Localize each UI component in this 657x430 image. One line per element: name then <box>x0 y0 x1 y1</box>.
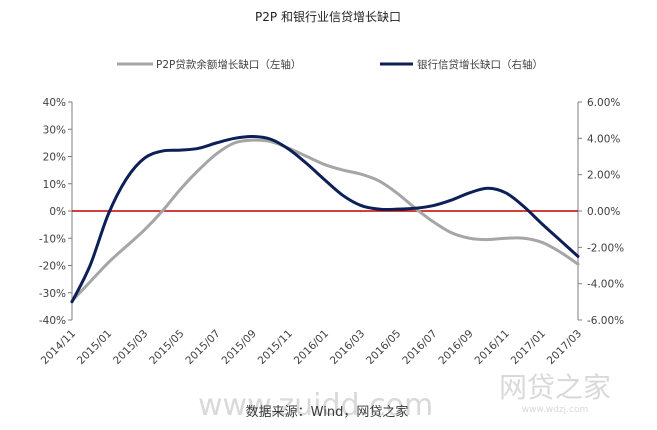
right-tick-label: -2.00% <box>587 242 624 254</box>
legend: P2P贷款余额增长缺口（左轴） 银行信贷增长缺口（右轴） <box>117 58 543 71</box>
left-tick-label: 20% <box>43 152 66 164</box>
right-tick-label: 0.00% <box>587 206 620 218</box>
x-tick-label: 2016/05 <box>364 328 403 367</box>
left-tick-label: 40% <box>43 97 66 109</box>
x-tick-label: 2015/11 <box>256 328 295 367</box>
left-tick-label: 30% <box>43 124 66 136</box>
watermark-right: 网贷之家 <box>499 371 611 404</box>
left-tick-label: -20% <box>39 261 66 273</box>
legend-label-bank: 银行信贷增长缺口（右轴） <box>417 58 543 71</box>
right-tick-label: -6.00% <box>587 315 624 327</box>
x-tick-label: 2016/11 <box>473 328 512 367</box>
right-tick-label: -4.00% <box>587 279 624 291</box>
x-tick-label: 2016/09 <box>436 328 475 367</box>
x-tick-label: 2017/01 <box>509 328 548 367</box>
series-line-bank <box>70 135 580 304</box>
x-tick-label: 2015/05 <box>147 328 186 367</box>
x-tick-label: 2015/03 <box>111 328 150 367</box>
right-tick-label: 4.00% <box>587 133 620 145</box>
chart-title: P2P 和银行业信贷增长缺口 <box>255 9 401 24</box>
left-tick-label: -40% <box>39 315 66 327</box>
x-tick-label: 2015/07 <box>183 328 222 367</box>
x-tick-label: 2016/07 <box>400 328 439 367</box>
left-tick-label: -10% <box>39 233 66 245</box>
right-tick-label: 2.00% <box>587 170 620 182</box>
x-tick-label: 2015/09 <box>220 328 259 367</box>
legend-label-p2p: P2P贷款余额增长缺口（左轴） <box>156 58 301 71</box>
left-tick-label: 0% <box>49 206 66 218</box>
left-y-axis: 40% 30% 20% 10% 0% -10% -20% -30% -40% <box>39 97 73 327</box>
series-line-p2p <box>70 138 580 303</box>
x-tick-label: 2017/03 <box>545 328 584 367</box>
source-note: 数据来源：Wind，网贷之家 <box>246 404 409 420</box>
x-axis: 2014/112015/012015/032015/052015/072015/… <box>39 328 584 367</box>
watermark-right-sub: www.wdzj.com <box>522 405 589 415</box>
x-tick-label: 2016/01 <box>292 328 331 367</box>
x-tick-label: 2015/01 <box>75 328 114 367</box>
x-tick-label: 2014/11 <box>39 328 78 367</box>
x-tick-label: 2016/03 <box>328 328 367 367</box>
left-tick-label: -30% <box>39 288 66 300</box>
right-y-axis: 6.00% 4.00% 2.00% 0.00% -2.00% -4.00% -6.00% <box>577 97 624 327</box>
left-tick-label: 10% <box>43 179 66 191</box>
right-tick-label: 6.00% <box>587 97 620 109</box>
watermark-left: www.zuidd.com <box>198 388 433 423</box>
